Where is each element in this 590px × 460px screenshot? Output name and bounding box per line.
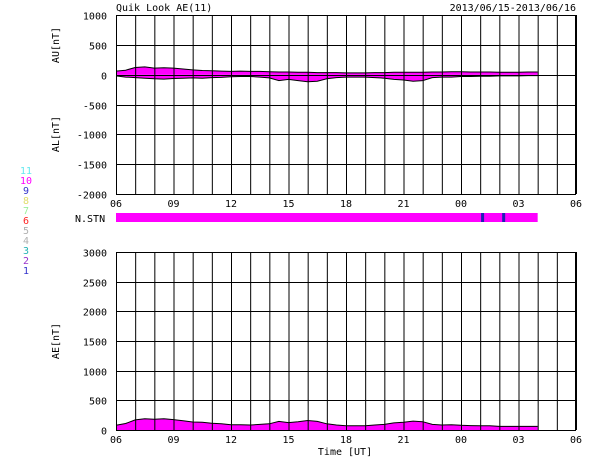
station-panel-label: N.STN <box>75 214 105 225</box>
legend-entry: 11 <box>20 166 32 177</box>
y-tick-label: 500 <box>89 42 107 53</box>
station-count-fill <box>116 213 538 222</box>
y-tick-label: 1000 <box>83 12 107 23</box>
x-tick-label: 21 <box>397 435 409 446</box>
x-tick-label: 06 <box>110 199 122 210</box>
y-tick-label: -1500 <box>77 161 107 172</box>
x-tick-label: 18 <box>340 435 352 446</box>
legend-entry: 5 <box>23 226 29 237</box>
y-tick-label: 3000 <box>83 249 107 260</box>
plot-frame <box>116 252 576 431</box>
y-tick-label: 0 <box>101 72 107 83</box>
figure-title: Quik Look AE(11) <box>116 3 212 14</box>
legend-entry: 10 <box>20 176 32 187</box>
plot-frame <box>116 15 576 195</box>
x-axis-label: Time [UT] <box>318 447 372 458</box>
legend-entry: 8 <box>23 196 29 207</box>
x-tick-label: 12 <box>225 435 237 446</box>
legend-entry: 2 <box>23 256 29 267</box>
x-tick-label: 06 <box>110 435 122 446</box>
y-tick-label: 1000 <box>83 368 107 379</box>
legend-entry: 3 <box>23 246 29 257</box>
x-tick-label: 00 <box>455 199 467 210</box>
x-tick-label: 15 <box>282 199 294 210</box>
y-tick-label: -1000 <box>77 131 107 142</box>
al-line <box>115 75 538 83</box>
date-range: 2013/06/15-2013/06/16 <box>450 3 576 14</box>
x-tick-label: 09 <box>167 435 179 446</box>
y-tick-label: 1500 <box>83 338 107 349</box>
y-tick-label: -500 <box>83 102 107 113</box>
al-axis-label: AL[nT] <box>51 116 62 152</box>
station-drop-marker <box>481 213 485 222</box>
station-drop-marker <box>502 213 506 222</box>
legend-entry: 9 <box>23 186 29 197</box>
station-count-bar <box>116 213 538 222</box>
x-tick-label: 21 <box>397 199 409 210</box>
au-area <box>116 66 538 75</box>
y-tick-label: 2500 <box>83 279 107 290</box>
x-tick-label: 06 <box>570 199 582 210</box>
x-tick-label: 18 <box>340 199 352 210</box>
legend-entry: 4 <box>23 236 29 247</box>
x-tick-label: 15 <box>282 435 294 446</box>
legend-entry: 7 <box>23 206 29 217</box>
au-axis-label: AU[nT] <box>51 27 62 63</box>
x-tick-label: 03 <box>512 435 524 446</box>
ae-line <box>115 418 538 427</box>
x-tick-label: 12 <box>225 199 237 210</box>
y-tick-label: 2000 <box>83 308 107 319</box>
x-tick-label: 09 <box>167 199 179 210</box>
y-tick-label: 500 <box>89 397 107 408</box>
y-tick-label: -2000 <box>77 191 107 202</box>
y-tick-label: 0 <box>101 427 107 438</box>
au-line <box>115 66 538 74</box>
x-tick-label: 06 <box>570 435 582 446</box>
ae-axis-label: AE[nT] <box>51 323 62 359</box>
x-tick-label: 03 <box>512 199 524 210</box>
legend-entry: 1 <box>23 266 29 277</box>
x-tick-label: 00 <box>455 435 467 446</box>
legend-entry: 6 <box>23 216 29 227</box>
